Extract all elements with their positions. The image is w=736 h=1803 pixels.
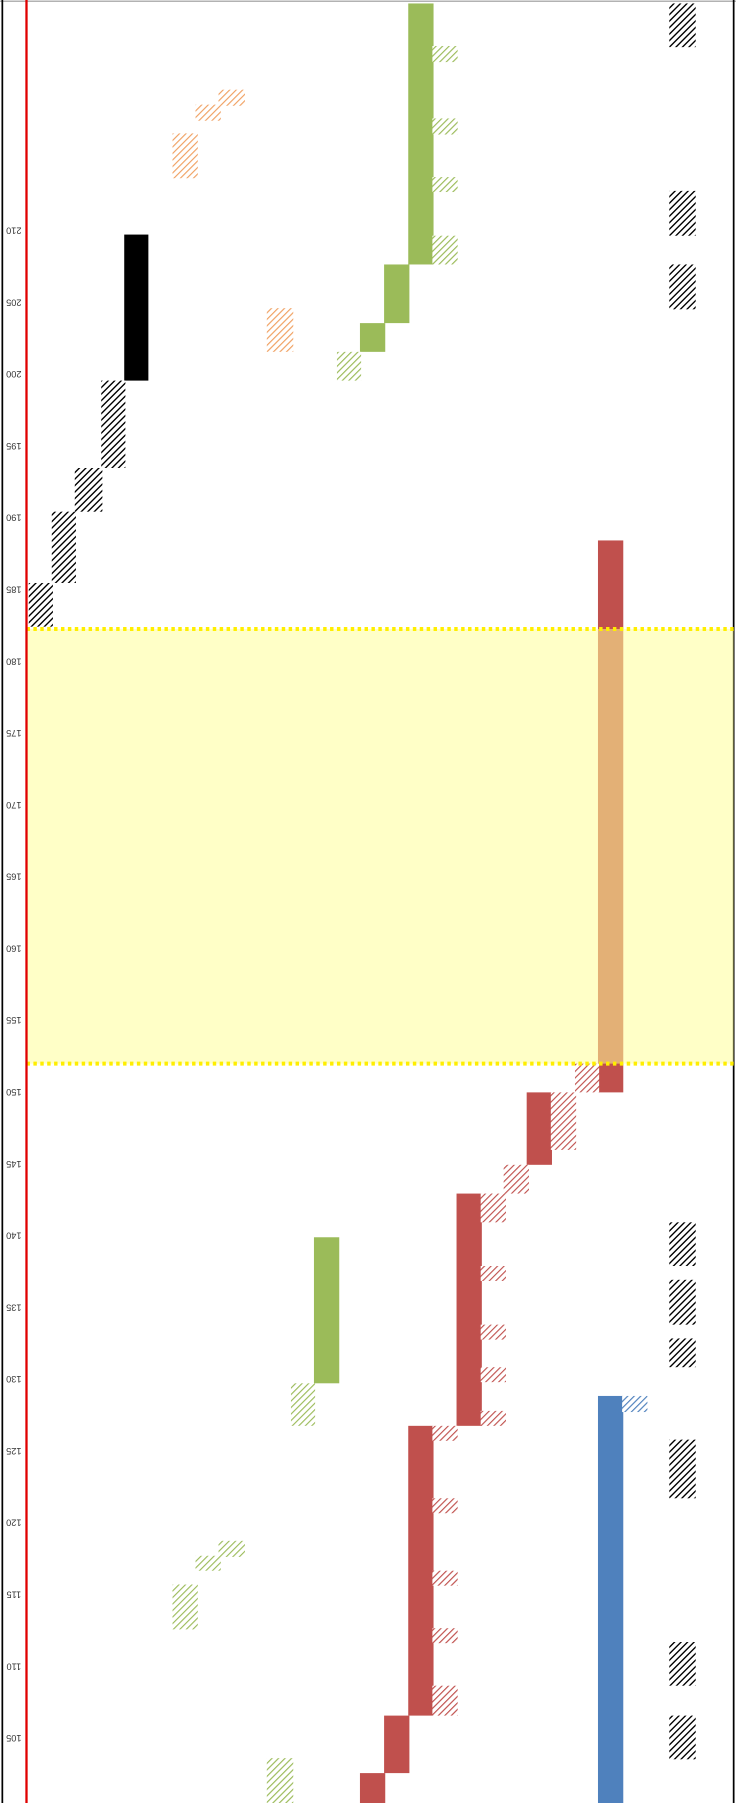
task-block (266, 1758, 294, 1803)
task-block (432, 1685, 458, 1716)
task-block (550, 1092, 577, 1150)
tick-label: 170 (6, 800, 21, 810)
task-block (432, 45, 458, 63)
tick-label: 200 (6, 369, 21, 379)
task-block (336, 351, 362, 381)
tick-label: 150 (6, 1087, 21, 1097)
tick-label: 130 (6, 1374, 21, 1384)
task-block (622, 1395, 648, 1413)
task-block (669, 190, 696, 236)
task-block (290, 1383, 316, 1426)
tick-label: 105 (6, 1733, 21, 1743)
task-block (384, 264, 410, 324)
task-block (669, 1715, 696, 1760)
tick-label: 140 (6, 1231, 21, 1241)
task-block (172, 1584, 198, 1630)
tick-label: 195 (6, 441, 21, 451)
task-block (51, 511, 76, 583)
tick-label: 210 (6, 226, 21, 236)
task-block (456, 1193, 482, 1426)
task-block (669, 3, 696, 48)
task-block (432, 177, 458, 193)
task-block (218, 89, 245, 106)
task-block (597, 1395, 624, 1803)
task-block (480, 1193, 506, 1223)
task-block (669, 1279, 696, 1325)
task-block (669, 264, 696, 310)
highlight-band (26, 628, 734, 1064)
task-block (313, 1237, 340, 1384)
task-block (574, 1063, 600, 1093)
tick-label: 205 (6, 297, 21, 307)
task-block (432, 1628, 458, 1644)
task-block (359, 323, 386, 352)
task-block (503, 1164, 529, 1194)
tick-label: 190 (6, 513, 21, 523)
task-block (480, 1410, 506, 1426)
task-block (432, 1570, 458, 1586)
tick-label: 175 (6, 728, 21, 738)
tick-label: 125 (6, 1446, 21, 1456)
task-block (195, 1555, 221, 1571)
task-block (480, 1367, 506, 1383)
tick-label: 165 (6, 872, 21, 882)
tick-label: 180 (6, 656, 21, 666)
tick-label: 135 (6, 1302, 21, 1312)
task-block (432, 1498, 458, 1514)
task-block (408, 3, 434, 265)
tick-label: 160 (6, 943, 21, 953)
task-block (384, 1715, 410, 1774)
task-block (432, 235, 458, 265)
task-block (101, 380, 126, 468)
task-block (669, 1338, 696, 1368)
task-block (359, 1773, 386, 1803)
tick-label: 115 (7, 1589, 22, 1599)
task-block (669, 1222, 696, 1267)
task-block (480, 1324, 506, 1340)
tick-label: 185 (6, 584, 21, 594)
task-block (432, 1425, 458, 1441)
task-block (124, 234, 149, 381)
task-block (669, 1642, 696, 1686)
tick-label: 110 (7, 1661, 22, 1671)
task-block (74, 467, 103, 512)
task-block (266, 308, 294, 352)
task-block (526, 1092, 552, 1165)
task-block (432, 118, 458, 135)
task-block (669, 1439, 696, 1499)
task-block (195, 104, 221, 121)
tick-label: 155 (6, 1015, 21, 1025)
task-block (408, 1425, 434, 1716)
tick-label: 120 (6, 1518, 21, 1528)
tick-label: 145 (6, 1159, 21, 1169)
task-block (172, 133, 198, 179)
task-block (28, 582, 53, 627)
task-block (480, 1266, 506, 1281)
task-block (218, 1540, 245, 1557)
